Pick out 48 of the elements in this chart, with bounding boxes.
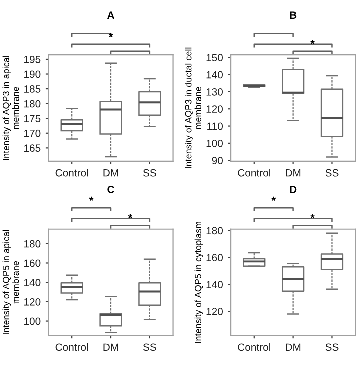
y-tick-label: 165 xyxy=(24,144,41,152)
y-tick-label: 170 xyxy=(24,130,41,138)
y-axis-title: Intensity of AQP3 in ductal cell membrane xyxy=(185,48,202,168)
y-tick-label: 180 xyxy=(24,100,41,108)
y-tick-label: 100 xyxy=(206,140,223,148)
x-tick-label: Control xyxy=(56,169,88,177)
y-tick-label: 175 xyxy=(24,115,41,122)
y-axis-title: Intensity of AQP3 in apical membrane xyxy=(2,56,20,160)
text: * xyxy=(310,40,315,44)
x-tick-label: Control xyxy=(238,169,270,177)
y-tick-label: 185 xyxy=(24,86,41,93)
y-tick-label: 190 xyxy=(24,70,41,78)
x-tick-label: DM xyxy=(104,344,118,351)
chart-title: B xyxy=(290,12,297,19)
y-tick-label: 130 xyxy=(206,88,223,96)
y-tick-label: 150 xyxy=(206,54,223,62)
text: * xyxy=(310,214,315,219)
y-tick-label: 160 xyxy=(206,254,223,262)
y-tick-label: 140 xyxy=(206,71,223,79)
y-tick-label: 195 xyxy=(24,56,41,64)
text: * xyxy=(89,196,94,201)
y-axis-title: Intensity of AQP5 in cytoplasm xyxy=(194,222,204,343)
y-tick-label: 180 xyxy=(24,240,41,248)
y-tick-label: 120 xyxy=(206,106,223,113)
x-tick-label: DM xyxy=(104,170,118,177)
y-tick-label: 90 xyxy=(212,157,223,164)
y-tick-label: 160 xyxy=(24,260,41,268)
x-tick-label: SS xyxy=(143,344,156,352)
chart-title: C xyxy=(108,186,114,194)
y-tick-label: 100 xyxy=(24,318,41,326)
x-tick-label: SS xyxy=(143,169,156,177)
x-tick-label: Control xyxy=(56,343,88,352)
chart-title: D xyxy=(290,186,297,194)
y-tick-label: 110 xyxy=(208,122,223,130)
x-tick-label: SS xyxy=(326,169,339,177)
x-tick-label: DM xyxy=(286,344,301,351)
x-tick-label: Control xyxy=(238,343,270,352)
text: * xyxy=(272,196,276,201)
y-tick-label: 120 xyxy=(206,308,223,316)
y-tick-label: 180 xyxy=(206,227,223,235)
x-tick-label: SS xyxy=(326,344,339,352)
chart-title: A xyxy=(108,12,114,19)
x-tick-label: DM xyxy=(286,170,301,177)
y-tick-label: 140 xyxy=(24,279,41,286)
y-axis-title: Intensity of AQP5 in apical membrane xyxy=(2,230,20,334)
y-tick-label: 120 xyxy=(24,298,41,306)
y-tick-label: 140 xyxy=(206,281,223,288)
text: * xyxy=(128,214,133,219)
